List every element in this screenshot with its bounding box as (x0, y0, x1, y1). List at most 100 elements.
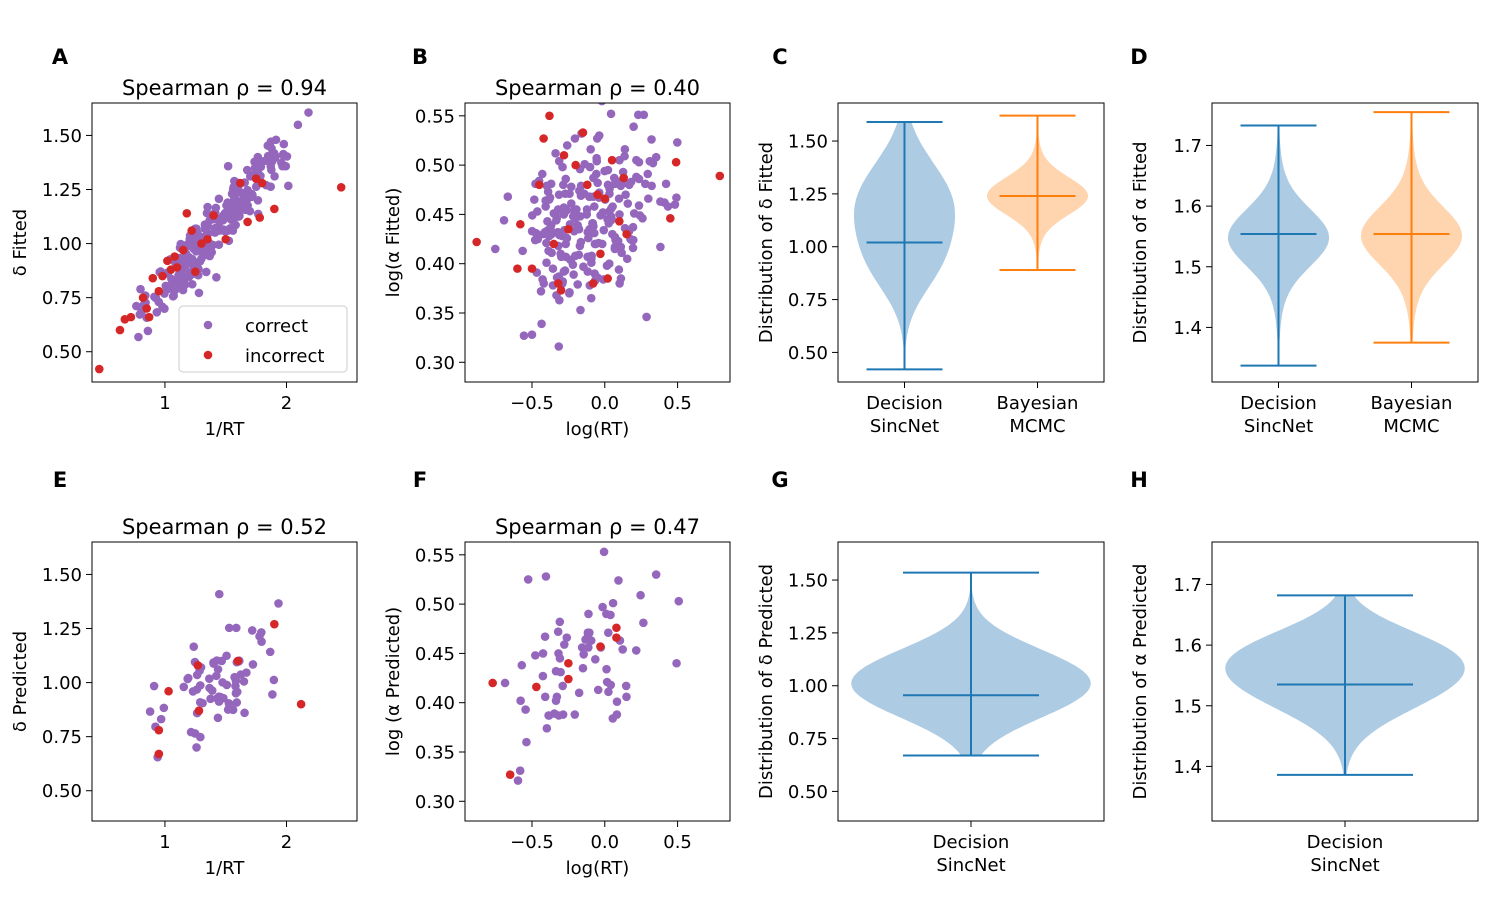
correct-point (181, 280, 190, 289)
correct-point (152, 308, 162, 317)
correct-point (537, 319, 546, 329)
correct-point (226, 215, 236, 224)
correct-point (632, 155, 641, 165)
correct-point (149, 681, 159, 691)
correct-point (279, 149, 288, 159)
correct-point (548, 264, 558, 273)
correct-point (198, 249, 208, 259)
correct-point (531, 651, 540, 660)
x-axis-label: 1/RT (205, 858, 246, 879)
panel-b: B Spearman ρ = 0.40 0.30 0.35 0.40 0.45 0.50 0.… (383, 45, 731, 440)
y-tick-label: 1.4 (1173, 318, 1202, 339)
x-tick-label: −0.5 (510, 393, 554, 414)
correct-point (616, 274, 626, 283)
incorrect-point (596, 249, 605, 259)
correct-point (540, 692, 550, 702)
x-tick-label: −0.5 (510, 832, 554, 853)
correct-point (499, 216, 509, 225)
chart-title: Spearman ρ = 0.94 (122, 76, 327, 100)
panel-a: A Spearman ρ = 0.94 0.50 0.75 1.00 1.25 1.50 δ … (10, 45, 358, 440)
correct-point (582, 210, 591, 219)
correct-point (547, 248, 556, 258)
incorrect-point (257, 178, 267, 188)
y-tick-label: 1.6 (1173, 197, 1202, 218)
correct-point (670, 200, 680, 209)
incorrect-point (191, 267, 200, 276)
panel-letter: E (53, 468, 67, 492)
correct-point (635, 211, 645, 220)
legend-label-correct: correct (245, 316, 308, 337)
correct-point (672, 138, 682, 147)
correct-point (542, 238, 551, 248)
correct-point (583, 267, 593, 276)
panel-h: H 1.4 1.5 1.6 1.7 Distribution of α Predicted… (1130, 468, 1479, 876)
y-tick-label: 0.50 (42, 781, 82, 802)
correct-point (223, 705, 233, 714)
correct-point (232, 203, 242, 212)
y-tick-label: 0.75 (788, 729, 828, 750)
correct-point (608, 714, 618, 723)
correct-point (610, 232, 620, 242)
correct-point (622, 254, 632, 264)
incorrect-point (255, 213, 265, 222)
incorrect-point (607, 155, 617, 165)
correct-point (608, 598, 618, 608)
correct-point (612, 697, 622, 707)
correct-point (577, 643, 587, 652)
y-tick-label: 1.5 (1173, 257, 1202, 278)
correct-point (556, 249, 565, 259)
correct-point (617, 248, 626, 258)
correct-point (642, 312, 651, 322)
correct-point (608, 202, 617, 211)
y-tick-label: 0.75 (42, 727, 82, 748)
correct-point (187, 258, 196, 267)
incorrect-point (197, 239, 206, 248)
correct-point (574, 250, 584, 260)
correct-point (543, 217, 552, 226)
correct-point (555, 295, 564, 305)
correct-point (527, 330, 537, 339)
incorrect-point (187, 226, 196, 235)
incorrect-point (164, 686, 173, 696)
incorrect-point (154, 286, 164, 296)
correct-point (591, 239, 601, 249)
scatter-points (94, 108, 346, 374)
correct-point (584, 643, 593, 652)
incorrect-point (203, 234, 212, 244)
incorrect-point (615, 217, 624, 226)
correct-point (566, 255, 576, 265)
incorrect-point (148, 273, 158, 283)
panel-letter: B (412, 45, 428, 69)
y-axis-label: Distribution of α Predicted (1130, 564, 1151, 800)
y-tick-label: 1.25 (788, 623, 828, 644)
correct-point (239, 194, 249, 204)
plot-frame (837, 541, 1105, 822)
correct-point (270, 172, 279, 181)
y-tick-label: 1.50 (42, 565, 82, 586)
correct-point (544, 711, 554, 720)
correct-point (240, 205, 250, 215)
x-tick-label: 1 (159, 393, 170, 414)
correct-point (212, 671, 221, 681)
correct-point (575, 241, 585, 251)
correct-point (268, 690, 277, 699)
scatter-points (472, 103, 725, 351)
correct-point (231, 688, 241, 698)
category-label: MCMC (1009, 416, 1065, 437)
incorrect-point (612, 633, 621, 642)
y-axis-label: Distribution of δ Predicted (756, 564, 777, 799)
correct-point (623, 199, 633, 208)
incorrect-point (619, 173, 629, 183)
correct-point (538, 671, 548, 681)
correct-point (191, 247, 201, 256)
incorrect-point (209, 211, 218, 220)
plot-frame (837, 102, 1105, 383)
correct-point (542, 181, 552, 191)
y-tick-label: 1.25 (42, 180, 82, 201)
scatter-points (488, 547, 684, 785)
correct-point (518, 246, 527, 256)
correct-point (606, 610, 615, 620)
category-label: SincNet (1310, 855, 1379, 876)
incorrect-point (144, 312, 154, 322)
panel-c: C 0.50 0.75 1.00 1.25 1.50 Distribution of δ F… (756, 45, 1105, 437)
